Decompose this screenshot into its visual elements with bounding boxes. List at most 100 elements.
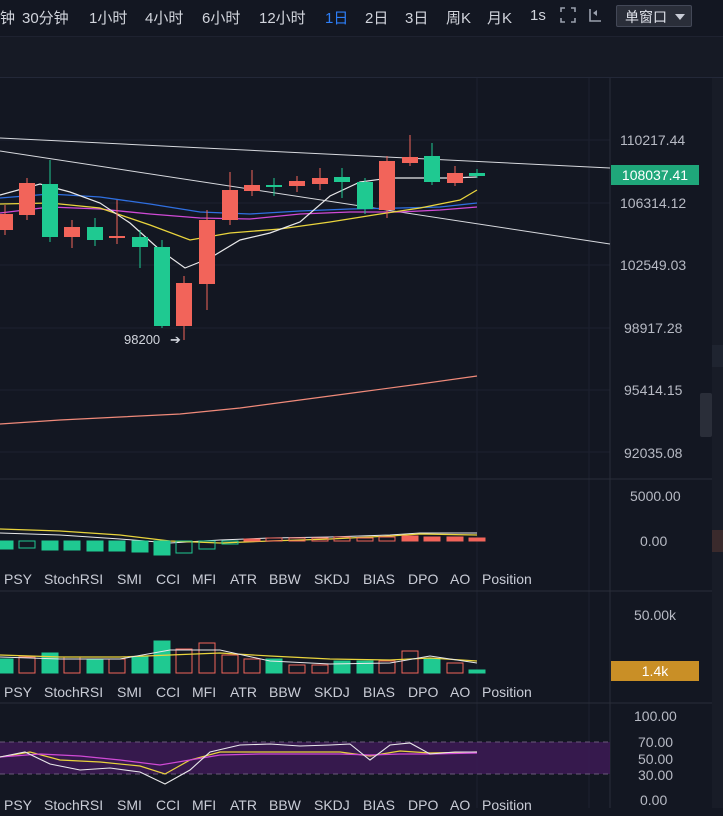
macd-bar <box>288 537 306 542</box>
tab-ao[interactable]: AO <box>450 571 471 587</box>
price-label: 110217.44 <box>620 132 685 148</box>
candle-body <box>154 247 170 326</box>
tab-bias[interactable]: BIAS <box>363 571 395 587</box>
macd-bar <box>198 540 216 550</box>
candle-body <box>402 157 418 163</box>
tab-atr[interactable]: ATR <box>230 571 257 587</box>
timeframe-3d[interactable]: 3日 <box>405 10 429 27</box>
tab-cci[interactable]: CCI <box>156 797 181 813</box>
current-price-value: 108037.41 <box>621 167 689 183</box>
macd-axis-label: 0.00 <box>640 533 667 549</box>
volume-bar <box>401 650 419 674</box>
volume-bar <box>378 660 396 674</box>
tab-smi[interactable]: SMI <box>117 684 142 700</box>
timeframe-month[interactable]: 月K <box>487 10 513 27</box>
tab-cci[interactable]: CCI <box>156 571 181 587</box>
candle-body <box>19 183 35 215</box>
candle-body <box>64 227 80 237</box>
timeframe-1d[interactable]: 1日 <box>325 10 349 27</box>
tab-stochrsi[interactable]: StochRSI <box>44 797 104 813</box>
tab-position[interactable]: Position <box>482 684 532 700</box>
candle-body <box>469 173 485 176</box>
tab-bbw[interactable]: BBW <box>269 797 301 813</box>
tab-ao[interactable]: AO <box>450 684 471 700</box>
candle-body <box>87 227 103 240</box>
tab-dpo[interactable]: DPO <box>408 684 439 700</box>
timeframe-30m[interactable]: 30分钟 <box>22 10 69 27</box>
tab-smi[interactable]: SMI <box>117 797 142 813</box>
current-price-tag: 108037.41 <box>611 165 699 185</box>
tab-psy[interactable]: PSY <box>4 571 33 587</box>
candle-body <box>357 182 373 209</box>
macd-bar <box>63 540 81 551</box>
tab-position[interactable]: Position <box>482 571 532 587</box>
tab-bias[interactable]: BIAS <box>363 797 395 813</box>
expand-icon[interactable] <box>559 7 577 25</box>
timeframe-2d[interactable]: 2日 <box>365 10 389 27</box>
volume-bar <box>198 642 216 674</box>
tab-psy[interactable]: PSY <box>4 684 33 700</box>
tab-skdj[interactable]: SKDJ <box>314 684 350 700</box>
tab-mfi[interactable]: MFI <box>192 797 217 813</box>
tab-bbw[interactable]: BBW <box>269 571 301 587</box>
macd-bar <box>86 540 104 552</box>
timeframe-1s[interactable]: 1s <box>530 7 546 24</box>
osc-axis-label: 0.00 <box>640 792 667 808</box>
tab-dpo[interactable]: DPO <box>408 571 439 587</box>
window-mode-label: 单窗口 <box>625 9 667 25</box>
tab-smi[interactable]: SMI <box>117 571 142 587</box>
tab-skdj[interactable]: SKDJ <box>314 797 350 813</box>
tab-mfi[interactable]: MFI <box>192 684 217 700</box>
tab-stochrsi[interactable]: StochRSI <box>44 684 104 700</box>
tab-stochrsi[interactable]: StochRSI <box>44 571 104 587</box>
tab-skdj[interactable]: SKDJ <box>314 571 350 587</box>
tab-atr[interactable]: ATR <box>230 797 257 813</box>
arrow-right-icon: ➔ <box>170 332 181 347</box>
timeframe-min[interactable]: 钟 <box>0 10 16 27</box>
tab-dpo[interactable]: DPO <box>408 797 439 813</box>
tab-cci[interactable]: CCI <box>156 684 181 700</box>
tab-psy[interactable]: PSY <box>4 797 33 813</box>
volume-bar <box>221 654 239 674</box>
tab-position[interactable]: Position <box>482 797 532 813</box>
tab-ao[interactable]: AO <box>450 797 471 813</box>
macd-bar <box>108 540 126 552</box>
macd-bar <box>333 536 351 542</box>
macd-bar <box>153 540 171 556</box>
timeframe-4h[interactable]: 4小时 <box>145 10 184 27</box>
tab-mfi[interactable]: MFI <box>192 571 217 587</box>
tab-atr[interactable]: ATR <box>230 684 257 700</box>
volume-bar <box>18 656 36 674</box>
macd-bar <box>265 537 283 542</box>
timeframe-toolbar: 钟 30分钟 1小时 4小时 6小时 12小时 1日 2日 3日 周K 月K 1… <box>0 0 723 37</box>
macd-bar <box>468 537 486 542</box>
macd-bar <box>131 540 149 553</box>
osc-axis-label: 100.00 <box>634 708 677 724</box>
candlestick-series <box>0 135 485 340</box>
macd-bar <box>311 537 329 542</box>
macd-bar <box>401 535 419 542</box>
timeframe-6h[interactable]: 6小时 <box>202 10 241 27</box>
tab-bbw[interactable]: BBW <box>269 684 301 700</box>
timeframe-week[interactable]: 周K <box>446 10 472 27</box>
window-mode-dropdown[interactable]: 单窗口 <box>616 5 692 27</box>
candle-body <box>289 181 305 186</box>
indicator-tabs-row-1: PSY StochRSI SMI CCI MFI ATR BBW SKDJ BI… <box>0 568 610 590</box>
tab-bias[interactable]: BIAS <box>363 684 395 700</box>
timeframe-1h[interactable]: 1小时 <box>89 10 128 27</box>
timeframe-12h[interactable]: 12小时 <box>259 10 306 27</box>
volume-bar <box>288 664 306 674</box>
pane-scroll-handle[interactable] <box>700 393 712 437</box>
macd-bar <box>18 540 36 549</box>
replay-icon[interactable] <box>586 7 604 25</box>
indicator-tabs-row-3: PSY StochRSI SMI CCI MFI ATR BBW SKDJ BI… <box>0 794 610 816</box>
macd-histogram <box>0 535 486 556</box>
volume-bar <box>333 660 351 674</box>
price-axis: 110217.44 106314.12 102549.03 98917.28 9… <box>620 132 686 461</box>
macd-bar <box>423 536 441 542</box>
candle-body <box>132 237 148 247</box>
volume-bar <box>0 658 14 674</box>
volume-bar <box>108 658 126 674</box>
volume-bar <box>86 659 104 674</box>
